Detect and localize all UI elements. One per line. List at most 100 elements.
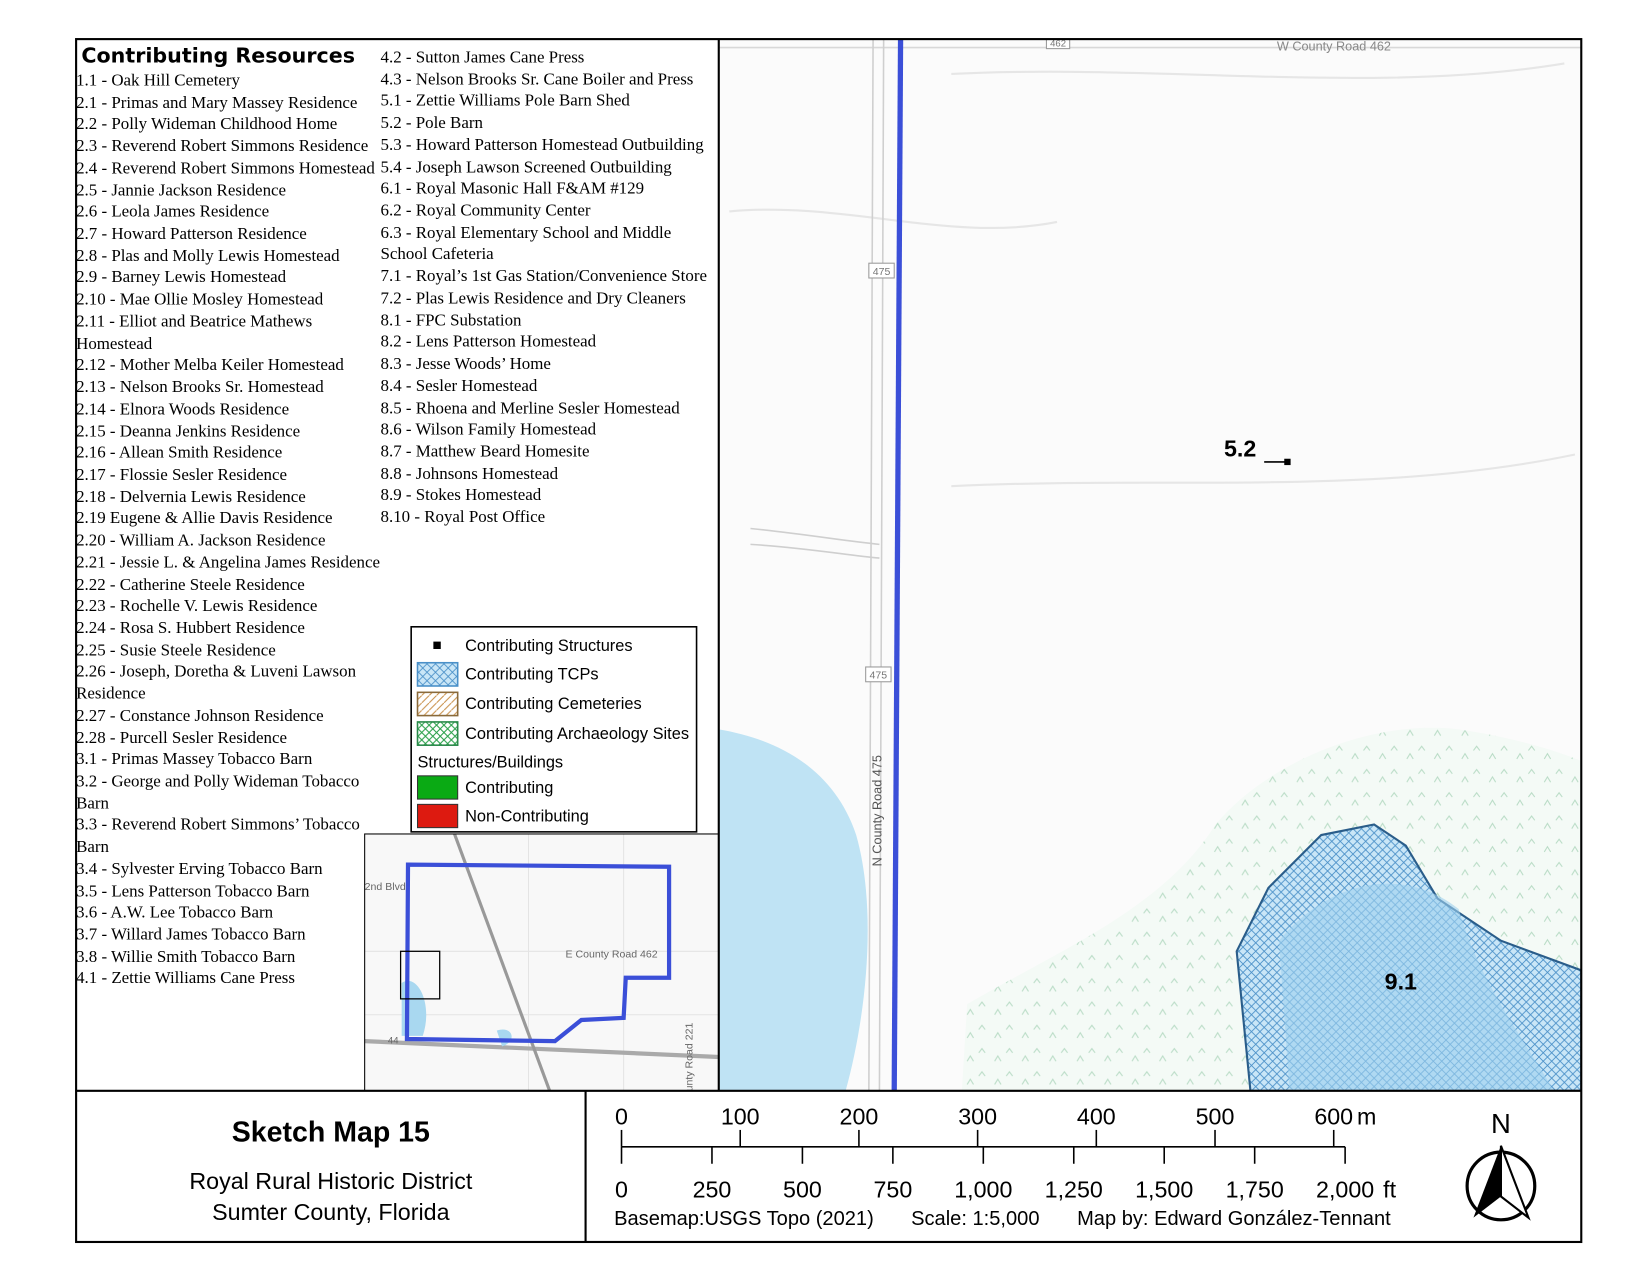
scale-tick-label: 200 [840, 1104, 879, 1130]
resource-item: 2.2 - Polly Wideman Childhood Home [76, 115, 338, 134]
tcp-core [1278, 883, 1554, 1091]
extent-box [399, 950, 441, 1000]
resource-item: 8.3 - Jesse Woods’ Home [380, 355, 551, 374]
resource-item: 2.12 - Mother Melba Keiler Homestead [76, 356, 344, 375]
scale-tick-label: 600 [1314, 1104, 1353, 1130]
resource-item: 8.2 - Lens Patterson Homestead [380, 333, 597, 352]
legend-group-title: Structures/Buildings [418, 753, 564, 771]
resource-item: 2.16 - Allean Smith Residence [76, 444, 283, 463]
resource-item: 2.6 - Leola James Residence [76, 203, 270, 222]
structure-point [1284, 458, 1291, 466]
resource-item: 3.3 - Reverend Robert Simmons’ Tobacco B… [76, 816, 360, 857]
legend-swatch [416, 691, 459, 717]
resource-item: 2.9 - Barney Lewis Homestead [76, 268, 287, 287]
inset-water [401, 980, 512, 1047]
legend-label: Non-Contributing [465, 807, 589, 825]
resource-item: 4.1 - Zettie Williams Cane Press [76, 969, 295, 988]
resource-item: 2.11 - Elliot and Beatrice Mathews Homes… [76, 312, 313, 353]
resource-item: 2.5 - Jannie Jackson Residence [76, 181, 287, 200]
resource-item: 2.17 - Flossie Sesler Residence [76, 466, 288, 485]
resource-item: 6.1 - Royal Masonic Hall F&AM #129 [380, 180, 645, 198]
road-label: N County Road 475 [871, 755, 885, 866]
resource-item: 3.2 - George and Polly Wideman Tobacco B… [76, 772, 360, 813]
resource-item: 7.2 - Plas Lewis Residence and Dry Clean… [380, 289, 686, 308]
credit: Basemap:USGS Topo (2021) [614, 1208, 874, 1230]
scale-tick-label: 0 [615, 1104, 628, 1130]
credit: Map by: Edward González-Tennant [1077, 1208, 1391, 1230]
resource-item: 5.4 - Joseph Lawson Screened Outbuilding [380, 158, 672, 177]
resource-item: 2.22 - Catherine Steele Residence [76, 575, 305, 594]
map-background [718, 39, 1582, 1091]
resource-column: 4.2 - Sutton James Cane Press 4.3 - Nelso… [381, 48, 719, 530]
road [718, 39, 1582, 49]
resource-item: 8.9 - Stokes Homestead [380, 486, 542, 505]
legend-label: Contributing Structures [465, 637, 632, 655]
resource-item: 3.1 - Primas Massey Tobacco Barn [76, 750, 313, 769]
road-label: W County Road 462 [1277, 40, 1391, 54]
resource-item: 8.6 - Wilson Family Homestead [380, 420, 597, 439]
resource-item: 2.27 - Constance Johnson Residence [76, 706, 324, 725]
credit: Scale: 1:5,000 [911, 1208, 1039, 1230]
road-shield-label: 475 [870, 670, 888, 682]
vegetation [961, 727, 1582, 1091]
scale-tick-label: 1,500 [1135, 1177, 1193, 1203]
scale-tick-label: 300 [958, 1104, 997, 1130]
water [718, 729, 868, 1091]
legend-label: Contributing Archaeology Sites [465, 725, 689, 743]
resource-item: 2.19 Eugene & Allie Davis Residence [76, 509, 333, 528]
resource-item: 7.1 - Royal’s 1st Gas Station/Convenienc… [380, 267, 707, 286]
resource-item: 5.2 - Pole Barn [380, 114, 483, 133]
road-shield [1045, 39, 1071, 50]
resource-item: 2.10 - Mae Ollie Mosley Homestead [76, 290, 324, 309]
resource-item: 1.1 - Oak Hill Cemetery [76, 71, 241, 90]
main-map: 462 W County Road 462 475 475 N County R… [718, 39, 1582, 1091]
resource-item: 3.6 - A.W. Lee Tobacco Barn [76, 904, 274, 923]
scale-tick-label: 1,000 [954, 1177, 1012, 1203]
resource-item: 8.8 - Johnsons Homestead [380, 464, 559, 483]
resource-item: 8.5 - Rhoena and Merline Sesler Homestea… [380, 399, 680, 417]
resource-item: 2.18 - Delvernia Lewis Residence [76, 487, 306, 506]
inset-label: E County Road 462 [565, 949, 657, 961]
inset-label: 44 [388, 1035, 399, 1046]
resource-item: 3.7 - Willard James Tobacco Barn [76, 925, 306, 944]
resource-item: 2.23 - Rochelle V. Lewis Residence [76, 597, 318, 616]
resource-item: 4.3 - Nelson Brooks Sr. Cane Boiler and … [380, 70, 694, 89]
map-subtitle: Sumter County, Florida [212, 1199, 449, 1225]
resource-item: 3.4 - Sylvester Erving Tobacco Barn [76, 860, 323, 879]
resource-item: 8.7 - Matthew Beard Homesite [380, 442, 590, 461]
legend-swatch [416, 721, 459, 746]
road [750, 527, 880, 559]
resource-item: 2.8 - Plas and Molly Lewis Homestead [76, 247, 340, 266]
resource-item: 6.2 - Royal Community Center [380, 201, 591, 220]
inset-background [364, 833, 719, 1091]
scale-tick-label: 250 [693, 1177, 732, 1203]
map-subtitle: Royal Rural Historic District [189, 1168, 472, 1194]
scale-tick-label: 500 [1196, 1104, 1235, 1130]
inset-road [364, 1039, 719, 1060]
district-boundary [404, 862, 672, 1044]
scale-unit: m [1357, 1104, 1376, 1130]
legend-label: Contributing Cemeteries [465, 695, 642, 713]
scale-unit: ft [1383, 1177, 1396, 1203]
map-title: Sketch Map 15 [232, 1117, 430, 1149]
resource-item: 2.26 - Joseph, Doretha & Luveni Lawson R… [76, 663, 357, 704]
inset-highway [453, 833, 552, 1091]
road-shield [868, 262, 895, 279]
road-shield-label: 475 [873, 266, 891, 278]
north-arrow [1473, 1145, 1501, 1218]
scale-tick-label: 500 [783, 1177, 822, 1203]
resource-item: 4.2 - Sutton James Cane Press [380, 48, 585, 67]
scale-tick-label: 1,750 [1226, 1177, 1284, 1203]
legend-box [410, 626, 698, 833]
legend-swatch [416, 775, 459, 800]
inset-road [364, 833, 719, 1091]
resource-item: 2.15 - Deanna Jenkins Residence [76, 422, 301, 441]
resource-item: 2.3 - Reverend Robert Simmons Residence [76, 137, 369, 156]
resource-item: 2.7 - Howard Patterson Residence [76, 225, 307, 244]
scale-tick-label: 750 [873, 1177, 912, 1203]
resource-item: 2.24 - Rosa S. Hubbert Residence [76, 619, 305, 638]
legend-swatch [433, 641, 441, 649]
road-shield-label: 462 [1050, 39, 1066, 50]
resource-item: 2.20 - William A. Jackson Residence [76, 531, 326, 550]
